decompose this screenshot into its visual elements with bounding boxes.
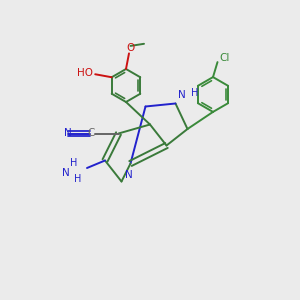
Text: H: H <box>74 173 82 184</box>
Text: HO: HO <box>77 68 93 78</box>
Text: H: H <box>191 88 199 98</box>
Text: C: C <box>88 128 95 138</box>
Text: N: N <box>125 170 133 181</box>
Text: N: N <box>62 167 70 178</box>
Text: Cl: Cl <box>220 52 230 63</box>
Text: N: N <box>178 89 185 100</box>
Text: N: N <box>64 128 71 138</box>
Text: H: H <box>70 158 77 169</box>
Text: O: O <box>126 43 135 53</box>
